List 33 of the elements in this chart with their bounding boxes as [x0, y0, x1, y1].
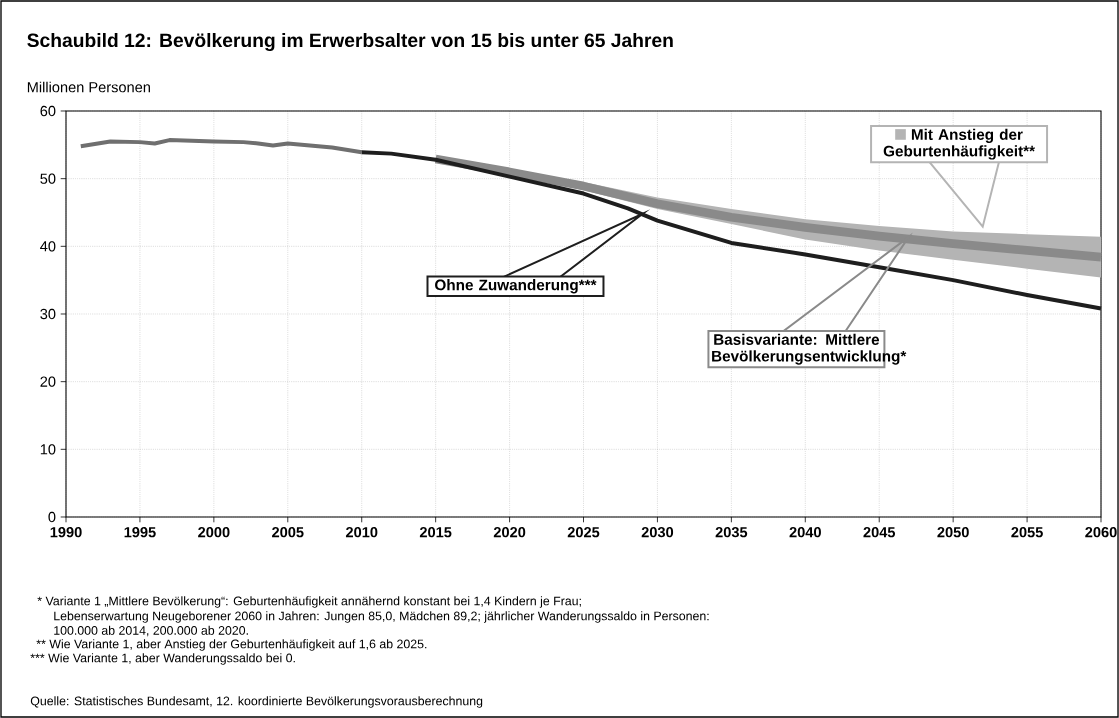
x-tick-label: 2010	[345, 527, 378, 538]
text: *** Wie Variante 1, aber Wanderungssaldo bei 0.	[30, 653, 295, 665]
text: Lebenserwartung Neugeborener 2060 in Jahren: Jungen 85,0, Mädchen 89,2; jährlicher Wanderungssaldo in Personen:	[54, 611, 709, 623]
x-tick-label: 1990	[50, 527, 82, 538]
text: 100.000 ab 2014, 200.000 ab 2020.	[54, 625, 248, 637]
x-tick-label: 2045	[863, 527, 896, 538]
text: ** Wie Variante 1, aber Anstieg der Geburtenhäufigkeit auf 1,6 ab 2025.	[36, 639, 427, 651]
x-tick-label: 2035	[715, 527, 748, 538]
x-tick-label: 2060	[1085, 527, 1117, 538]
x-tick-label: 2025	[567, 527, 600, 538]
text: Basisvariante: Mittlere Bevölkerungsentwicklung*	[712, 333, 907, 365]
x-tick-label: 2005	[272, 527, 304, 538]
x-tick-label: 2055	[1011, 527, 1043, 538]
source-note: Quelle: Statistisches Bundesamt, 12. koordinierte Bevölkerungsvorausberechnung	[30, 696, 483, 708]
y-tick-label: 40	[40, 241, 56, 252]
text: * Variante 1 „Mittlere Bevölkerung“: Geburtenhäufigkeit annähernd konstant bei 1,4 Kindern je Frau;	[37, 596, 581, 608]
x-tick-label: 2020	[493, 527, 526, 538]
y-tick-label: 20	[40, 376, 56, 387]
x-tick-label: 2050	[937, 527, 969, 538]
y-tick-label: 30	[40, 308, 56, 320]
y-tick-label: 0	[48, 511, 56, 523]
y-axis-title: Millionen Personen	[27, 81, 150, 93]
x-tick-label: 2015	[419, 527, 452, 538]
x-tick-label: 2040	[789, 527, 821, 538]
chart-title: Schaubild 12: Bevölkerung im Erwerbsalter von 15 bis unter 65 Jahren	[27, 32, 673, 52]
text: Ohne Zuwanderung***	[435, 279, 597, 294]
y-tick-label: 60	[40, 105, 56, 117]
x-tick-label: 2000	[198, 527, 230, 538]
y-tick-label: 10	[40, 444, 56, 455]
x-tick-label: 1995	[124, 527, 156, 538]
y-tick-label: 50	[40, 173, 56, 184]
legend-label: Mit Anstieg der Geburtenhäufigkeit**	[883, 128, 1036, 160]
x-tick-label: 2030	[641, 527, 674, 538]
